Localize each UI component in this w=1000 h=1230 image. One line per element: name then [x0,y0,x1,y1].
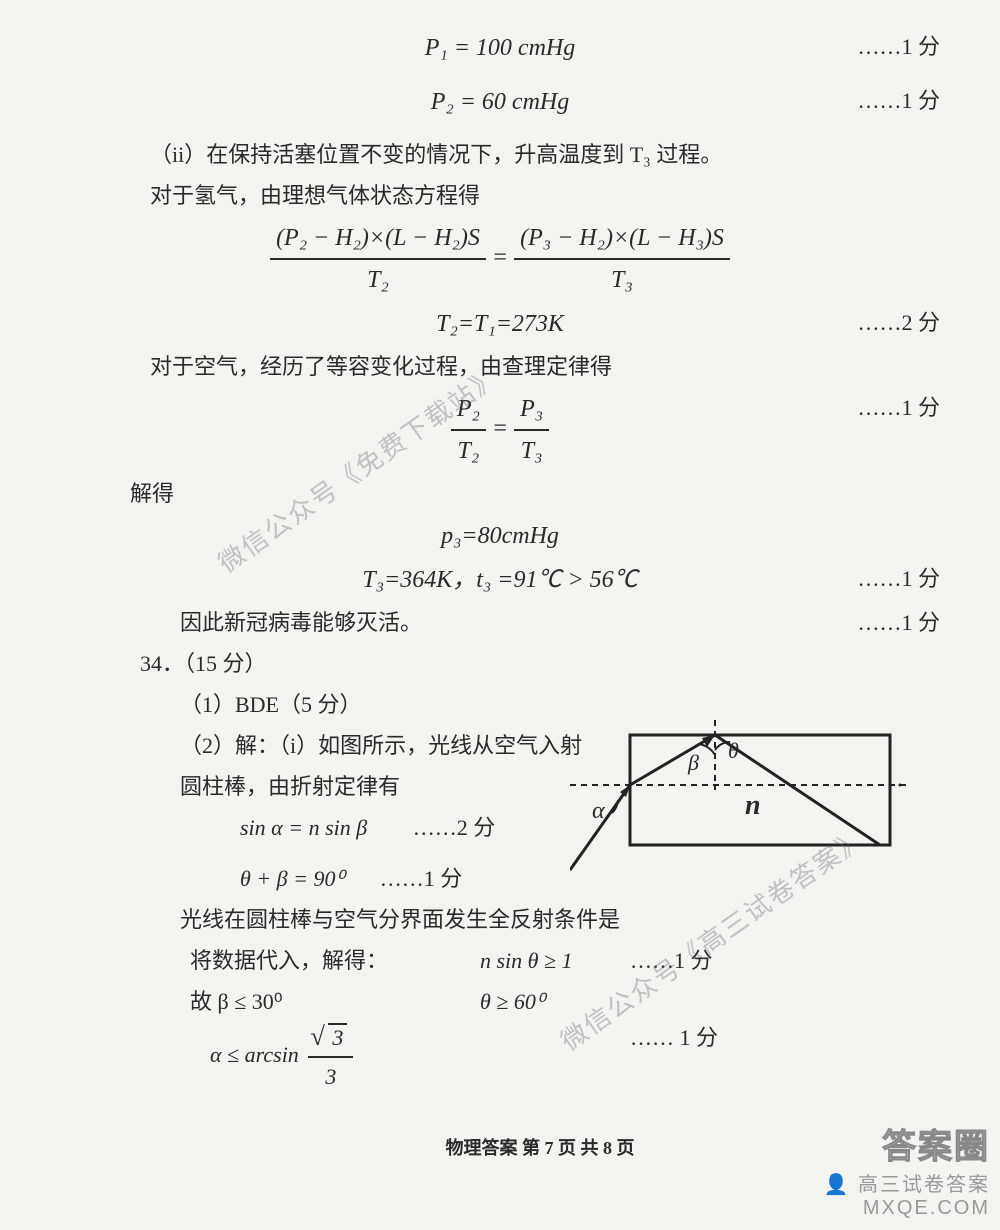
bottom-watermark: 答案圈 👤 高三试卷答案 MXQE.COM [824,1119,990,1220]
theta60-row: θ ≥ 60⁰ 故 β ≤ 30⁰ [40,985,960,1013]
frac1-num-l: (P₂ − H₂)×(L − H₂)S [270,220,486,260]
bottom-line3: MXQE.COM [824,1197,990,1220]
line-tir: 光线在圆柱棒与空气分界面发生全反射条件是 [40,903,960,936]
line-sub: 将数据代入，解得： [40,948,388,973]
score-5: ……1 分 [857,562,940,595]
eq-t3: T₃=364K，t₃ =91℃ > 56℃ [362,567,637,593]
eq-alpha-row: α ≤ arcsin 3 3 …… 1 分 [40,1021,960,1093]
score-9: ……1 分 [630,944,713,977]
nsin-row: n sin θ ≥ 1 ……1 分 将数据代入，解得： [40,944,960,977]
frac1-den-l: T₂ [270,260,486,298]
diag-beta: β [688,750,699,776]
score-2: ……1 分 [857,84,940,117]
eq-p3: p₃=80cmHg [40,518,960,554]
equals-2: = [492,416,514,442]
score-8: ……1 分 [380,866,463,891]
frac1-num-r: (P₃ − H₂)×(L − H₃)S [514,220,730,260]
frac1-den-r: T₃ [514,260,730,298]
equals-1: = [492,245,514,271]
eq-t2-row: T₂=T₁=273K ……2 分 [40,306,960,342]
line-conclusion: 因此新冠病毒能够灭活。 [180,610,422,635]
score-1: ……1 分 [857,30,940,63]
frac2-num-l: P₂ [451,391,486,431]
diag-theta: θ [728,738,739,764]
frac2-left: P₂ T₂ [451,391,486,469]
line-conclusion-row: 因此新冠病毒能够灭活。 ……1 分 [40,606,960,639]
alpha-frac: 3 3 [308,1021,353,1093]
bottom-line2: 👤 高三试卷答案 [824,1168,990,1197]
score-10: …… 1 分 [630,1021,718,1054]
eq-alpha-pre: α ≤ arcsin [210,1042,299,1067]
score-6: ……1 分 [857,606,940,639]
eq-theta: θ + β = 90⁰ [240,866,344,891]
q34-1: （1）BDE（5 分） [40,688,960,721]
line-solve: 解得 [40,477,960,510]
eq-nsin: n sin θ ≥ 1 [480,944,573,977]
line-h2: 对于氢气，由理想气体状态方程得 [40,179,960,212]
frac-left: (P₂ − H₂)×(L − H₂)S T₂ [270,220,486,298]
score-3: ……2 分 [857,306,940,339]
frac2-num-r: P₃ [514,391,549,431]
line-air: 对于空气，经历了等容变化过程，由查理定律得 [40,350,960,383]
line-ii: （ii）在保持活塞位置不变的情况下，升高温度到 T₃ 过程。 [40,138,960,171]
page: P₁ = 100 cmHg ……1 分 P₂ = 60 cmHg ……1 分 （… [0,0,1000,1230]
eq-p2: P₂ = 60 cmHg [431,89,570,115]
eq-t2: T₂=T₁=273K [436,311,564,337]
eq-charles: P₂ T₂ = P₃ T₃ ……1 分 [40,391,960,469]
diag-alpha: α [592,798,605,825]
eq-sin: sin α = n sin β [240,815,367,840]
eq-ideal-gas: (P₂ − H₂)×(L − H₂)S T₂ = (P₃ − H₂)×(L − … [40,220,960,298]
frac2-den-l: T₂ [451,431,486,469]
q34: 34．（15 分） [40,647,960,680]
q34-2a: （2）解：（i）如图所示，光线从空气入射 [40,729,610,762]
bottom-big: 答案圈 [824,1119,990,1168]
optics-diagram: θ β α n [570,720,910,880]
bottom-line2-text: 高三试卷答案 [858,1174,990,1196]
eq-t3-row: T₃=364K，t₃ =91℃ > 56℃ ……1 分 [40,562,960,598]
diagram-svg [570,720,910,880]
alpha-num: 3 [308,1021,353,1058]
diag-n: n [745,790,761,822]
eq-theta60: θ ≥ 60⁰ [480,985,545,1018]
eq-p1-row: P₁ = 100 cmHg ……1 分 [40,30,960,66]
frac2-right: P₃ T₃ [514,391,549,469]
score-7: ……2 分 [413,815,496,840]
eq-p2-row: P₂ = 60 cmHg ……1 分 [40,84,960,120]
sqrt-val: 3 [328,1023,347,1050]
frac2-den-r: T₃ [514,431,549,469]
sqrt-den: 3 [308,1058,353,1093]
eq-p1: P₁ = 100 cmHg [425,35,576,61]
line-beta: 故 β ≤ 30⁰ [190,985,283,1018]
score-4: ……1 分 [857,391,940,424]
frac-right: (P₃ − H₂)×(L − H₃)S T₃ [514,220,730,298]
